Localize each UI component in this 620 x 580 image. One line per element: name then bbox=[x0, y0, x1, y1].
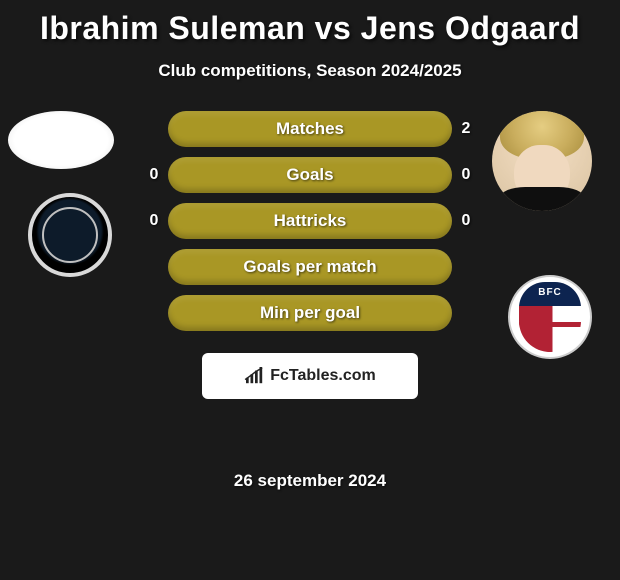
stat-pill: Matches bbox=[168, 111, 452, 147]
stat-row: 0 Goals 0 bbox=[140, 157, 480, 193]
player-photo-right bbox=[492, 111, 592, 211]
stat-row: Min per goal bbox=[140, 295, 480, 331]
stat-row: Matches 2 bbox=[140, 111, 480, 147]
stat-pill: Min per goal bbox=[168, 295, 452, 331]
stat-left-value: 0 bbox=[140, 166, 168, 184]
stat-left-value: 0 bbox=[140, 212, 168, 230]
player-photo-left bbox=[8, 111, 114, 169]
stat-right-value: 0 bbox=[452, 166, 480, 184]
stat-right-value: 0 bbox=[452, 212, 480, 230]
date-line: 26 september 2024 bbox=[0, 471, 620, 491]
stat-pill: Goals per match bbox=[168, 249, 452, 285]
attribution-text: FcTables.com bbox=[270, 367, 376, 385]
stat-row: Goals per match bbox=[140, 249, 480, 285]
page-title: Ibrahim Suleman vs Jens Odgaard bbox=[0, 0, 620, 47]
stat-right-value: 2 bbox=[452, 120, 480, 138]
stat-pill: Goals bbox=[168, 157, 452, 193]
comparison-stage: Matches 2 0 Goals 0 0 Hattricks 0 Goals … bbox=[0, 111, 620, 451]
stat-pill: Hattricks bbox=[168, 203, 452, 239]
chart-icon bbox=[244, 367, 266, 385]
club-badge-left bbox=[28, 193, 112, 277]
stat-row: 0 Hattricks 0 bbox=[140, 203, 480, 239]
page-subtitle: Club competitions, Season 2024/2025 bbox=[0, 61, 620, 81]
attribution-box: FcTables.com bbox=[202, 353, 418, 399]
stat-bars: Matches 2 0 Goals 0 0 Hattricks 0 Goals … bbox=[140, 111, 480, 399]
club-badge-right bbox=[508, 275, 592, 359]
